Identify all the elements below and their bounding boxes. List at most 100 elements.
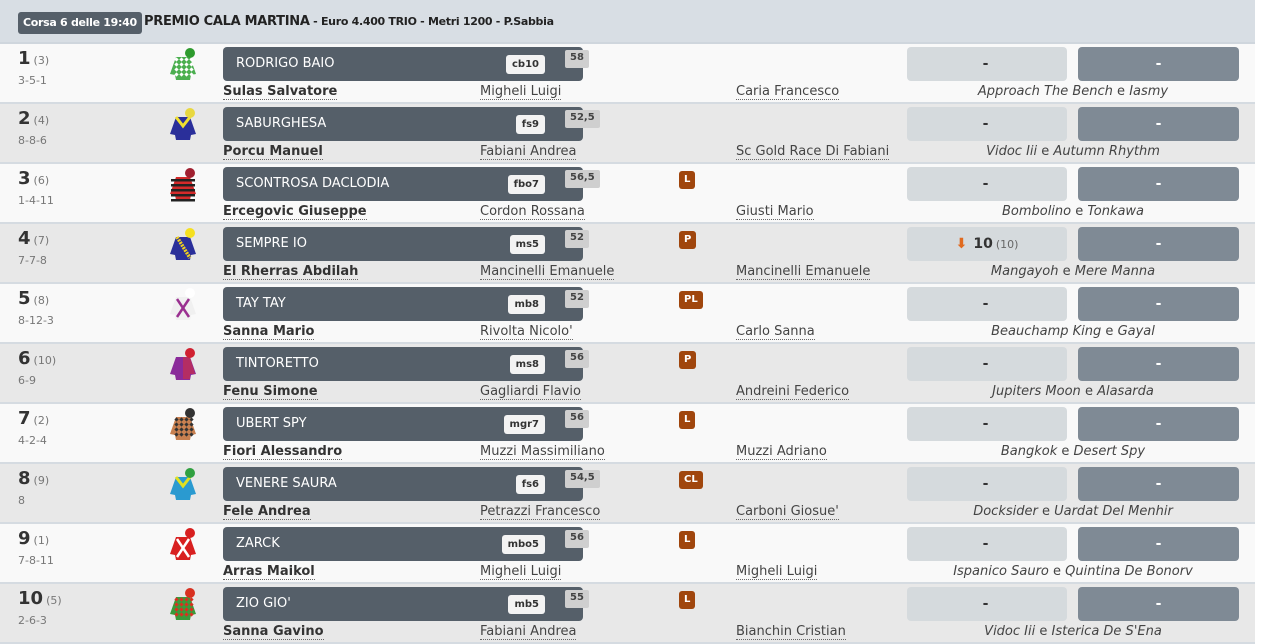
runner-row: 2 (4) 8-8-6 SABURGHESA fs9 52,5 Porcu Manu… [0,104,1255,164]
trainer-link[interactable]: Fabiani Andrea [480,624,577,640]
recent-form: 7-7-8 [18,254,47,267]
recent-form: 8-8-6 [18,134,47,147]
pedigree-connector: e [1061,444,1070,459]
sire-name: Ispanico Sauro [953,564,1049,579]
owner-link[interactable]: Caria Francesco [736,84,840,100]
pedigree-connector: e [1053,564,1062,579]
jockey-link[interactable]: Ercegovic Giuseppe [223,204,367,220]
owner-link[interactable]: Andreini Federico [736,384,850,400]
owner-link[interactable]: Carlo Sanna [736,324,815,340]
horse-name-button[interactable]: RODRIGO BAIO cb10 [223,47,583,81]
runner-row: 9 (1) 7-8-11 ZARCK mbo5 56 L Arras Maikol … [0,524,1255,584]
recent-form: 2-6-3 [18,614,47,627]
horse-name-button[interactable]: ZARCK mbo5 [223,527,583,561]
dam-name: Isterica De S'Ena [1051,624,1162,639]
odds-win-button[interactable]: - [907,527,1067,561]
odds-place-button[interactable]: - [1078,347,1239,381]
trainer-link[interactable]: Petrazzi Francesco [480,504,601,520]
pedigree-connector: e [1075,204,1084,219]
recent-form: 4-2-4 [18,434,47,447]
odds-place-button[interactable]: - [1078,527,1239,561]
jockey-link[interactable]: Fele Andrea [223,504,311,520]
odds-place-button[interactable]: - [1078,107,1239,141]
race-header: Corsa 6 delle 19:40 PREMIO CALA MARTINA … [0,0,1255,44]
odds-win-button[interactable]: ⬇ 10 (10) [907,227,1067,261]
horse-name: VENERE SAURA [236,476,337,491]
trainer-link[interactable]: Rivolta Nicolo' [480,324,573,340]
trainer-link[interactable]: Mancinelli Emanuele [480,264,615,280]
odds-win-button[interactable]: - [907,467,1067,501]
odds-place-button[interactable]: - [1078,407,1239,441]
dam-name: Uardat Del Menhir [1054,504,1173,519]
odds-win-button[interactable]: - [907,47,1067,81]
odds-win-button[interactable]: - [907,287,1067,321]
recent-form: 8-12-3 [18,314,54,327]
runner-row: 1 (3) 3-5-1 RODRIGO BAIO cb10 58 Sulas Sal… [0,44,1255,104]
horse-name-button[interactable]: SABURGHESA fs9 [223,107,583,141]
saddle-number: 1 [18,48,31,69]
horse-name-button[interactable]: UBERT SPY mgr7 [223,407,583,441]
odds-win-button[interactable]: - [907,407,1067,441]
draw-position: (9) [33,474,50,487]
jockey-link[interactable]: Arras Maikol [223,564,315,580]
odds-place-button[interactable]: - [1078,467,1239,501]
draw-position: (5) [46,594,62,607]
odds-previous: (10) [995,238,1019,251]
pedigree-connector: e [1039,624,1048,639]
owner-link[interactable]: Bianchin Cristian [736,624,846,640]
jockey-link[interactable]: Fenu Simone [223,384,318,400]
horse-name-button[interactable]: SEMPRE IO ms5 [223,227,583,261]
jockey-link[interactable]: Sulas Salvatore [223,84,338,100]
horse-name-button[interactable]: VENERE SAURA fs6 [223,467,583,501]
horse-name: ZIO GIO' [236,596,291,611]
owner-link[interactable]: Carboni Giosue' [736,504,839,520]
runner-row: 7 (2) 4-2-4 UBERT SPY mgr7 56 L Fiori Ales… [0,404,1255,464]
horse-name-button[interactable]: ZIO GIO' mb5 [223,587,583,621]
odds-place-button[interactable]: - [1078,47,1239,81]
odds-place-button[interactable]: - [1078,227,1239,261]
owner-link[interactable]: Muzzi Adriano [736,444,827,460]
odds-place-button[interactable]: - [1078,167,1239,201]
pedigree-connector: e [1041,504,1050,519]
recent-form: 6-9 [18,374,36,387]
odds-place-button[interactable]: - [1078,287,1239,321]
owner-link[interactable]: Giusti Mario [736,204,814,220]
jockey-link[interactable]: Porcu Manuel [223,144,323,160]
arrow-down-icon: ⬇ [955,236,968,252]
weight-badge: 52 [565,290,589,308]
runner-number: 4 (7) [18,228,49,249]
jockey-link[interactable]: El Rherras Abdilah [223,264,359,280]
trainer-link[interactable]: Migheli Luigi [480,84,562,100]
sire-name: Docksider [973,504,1038,519]
trainer-link[interactable]: Fabiani Andrea [480,144,577,160]
saddle-number: 3 [18,168,31,189]
horse-name: SABURGHESA [236,116,327,131]
equipment-badge: L [679,411,696,429]
odds-win-button[interactable]: - [907,347,1067,381]
sire-name: Approach The Bench [977,84,1113,99]
odds-win-button[interactable]: - [907,107,1067,141]
odds-place-button[interactable]: - [1078,587,1239,621]
saddle-number: 5 [18,288,31,309]
trainer-link[interactable]: Muzzi Massimiliano [480,444,605,460]
odds-value: 10 [973,236,993,252]
odds-win-button[interactable]: - [907,587,1067,621]
jockey-link[interactable]: Fiori Alessandro [223,444,343,460]
jockey-link[interactable]: Sanna Mario [223,324,315,340]
pedigree: Vidoc Iii e Autumn Rhythm [907,144,1239,159]
owner-link[interactable]: Mancinelli Emanuele [736,264,871,280]
jockey-silk-icon [170,348,196,380]
trainer-link[interactable]: Cordon Rossana [480,204,585,220]
trainer-link[interactable]: Gagliardi Flavio [480,384,581,400]
horse-name-button[interactable]: SCONTROSA DACLODIA fbo7 [223,167,583,201]
horse-name-button[interactable]: TAY TAY mb8 [223,287,583,321]
weight-badge: 58 [565,50,589,68]
trainer-link[interactable]: Migheli Luigi [480,564,562,580]
odds-win-button[interactable]: - [907,167,1067,201]
owner-link[interactable]: Sc Gold Race Di Fabiani [736,144,890,160]
jockey-link[interactable]: Sanna Gavino [223,624,324,640]
odds-value: - [982,56,989,72]
horse-name-button[interactable]: TINTORETTO ms8 [223,347,583,381]
owner-link[interactable]: Migheli Luigi [736,564,818,580]
saddle-number: 2 [18,108,31,129]
